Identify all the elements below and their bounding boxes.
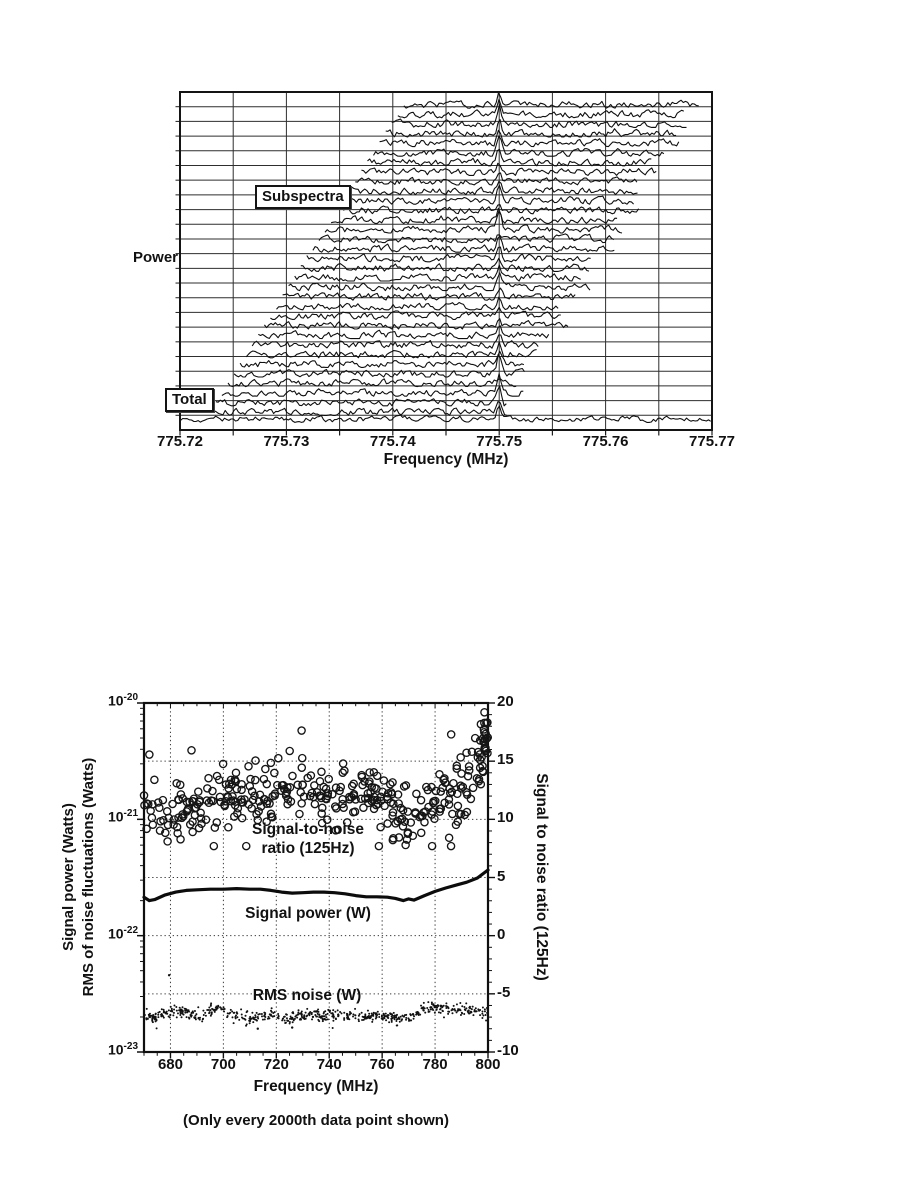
figure-caption: (Only every 2000th data point shown) — [183, 1112, 449, 1129]
fig2-x-tick-740: 740 — [316, 1056, 342, 1073]
snr-series-label-line2: ratio (125Hz) — [261, 840, 355, 857]
fig2-y-left-axis-label-line1: Signal power (Watts) — [60, 803, 77, 951]
fig1-x-tick-775.76: 775.76 — [582, 433, 629, 450]
fig2-y-left-tick-10e-23: 10-23 — [107, 1041, 138, 1058]
signal-power-series-label: Signal power (W) — [245, 905, 371, 922]
fig2-y-right-tick-15: 15 — [497, 751, 514, 769]
fig2-y-left-tick-10e-22: 10-22 — [107, 924, 138, 942]
fig2-y-right-tick--10: -10 — [497, 1042, 519, 1059]
fig2-y-left-tick-10e-21: 10-21 — [107, 808, 138, 825]
fig1-y-axis-label: Power — [132, 249, 178, 266]
fig2-y-right-tick-10: 10 — [497, 809, 514, 827]
fig2-x-axis-label: Frequency (MHz) — [253, 1078, 379, 1095]
snr-series-label: Signal-to-noise ratio (125Hz) — [232, 820, 384, 858]
fig2-y-left-axis-label-line2: RMS of noise fluctuations (Watts) — [80, 757, 97, 997]
fig1-x-axis-label: Frequency (MHz) — [383, 451, 509, 468]
fig2-x-tick-720: 720 — [263, 1056, 289, 1073]
fig1-x-tick-775.72: 775.72 — [157, 433, 203, 450]
fig2-y-right-tick--5: -5 — [497, 983, 511, 1001]
rms-noise-series-label: RMS noise (W) — [252, 987, 362, 1004]
snr-series-label-line1: Signal-to-noise — [252, 821, 364, 838]
subspectra-annotation-box: Subspectra — [255, 185, 351, 209]
fig1-x-tick-775.74: 775.74 — [369, 433, 416, 450]
fig1-x-tick-775.77: 775.77 — [689, 433, 735, 450]
subspectra-waterfall-plot — [175, 91, 713, 436]
fig2-y-left-tick-10e-20: 10-20 — [107, 692, 138, 709]
fig2-x-tick-800: 800 — [475, 1056, 501, 1073]
fig2-y-left-axis-label: Signal power (Watts) RMS of noise fluctu… — [59, 687, 101, 1067]
signal-noise-plot — [137, 701, 495, 1059]
fig1-x-tick-775.73: 775.73 — [263, 433, 310, 450]
fig2-y-right-tick-20: 20 — [497, 693, 514, 710]
fig2-x-tick-780: 780 — [422, 1056, 448, 1073]
fig1-x-tick-775.75: 775.75 — [476, 433, 523, 450]
fig2-x-tick-760: 760 — [369, 1056, 395, 1073]
total-annotation-box: Total — [165, 388, 214, 412]
fig2-y-right-tick-0: 0 — [497, 925, 506, 943]
fig2-x-tick-680: 680 — [157, 1056, 183, 1073]
fig2-x-tick-700: 700 — [210, 1056, 236, 1073]
fig2-y-right-tick-5: 5 — [497, 867, 506, 885]
